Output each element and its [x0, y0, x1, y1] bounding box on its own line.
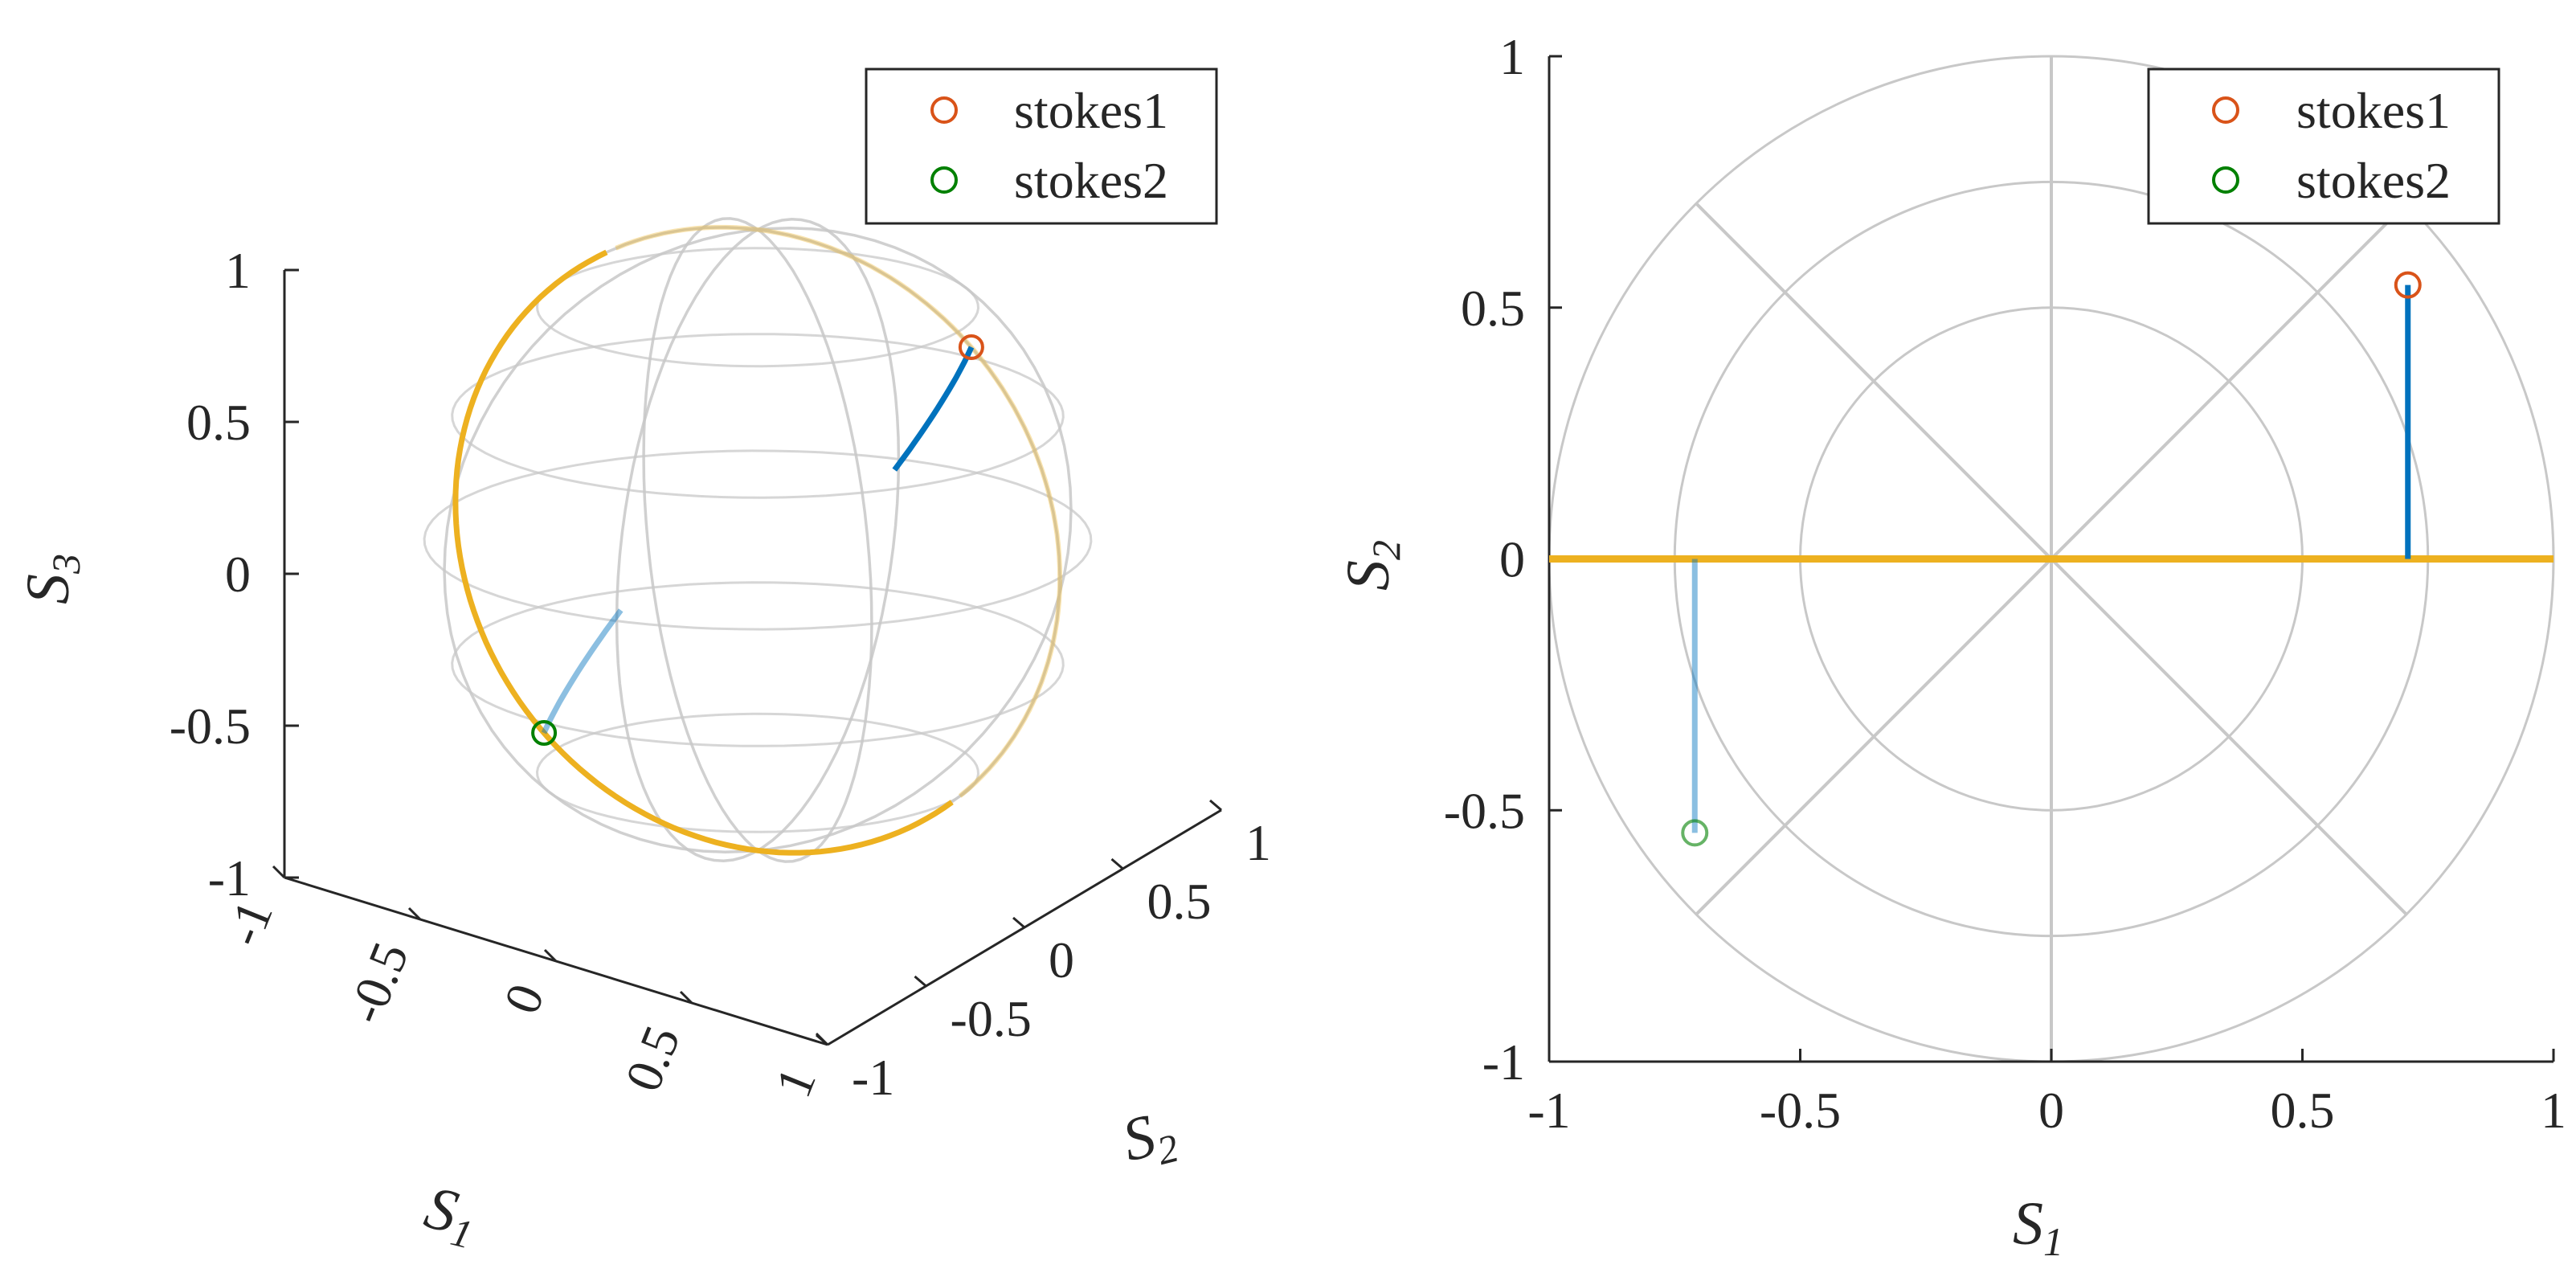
- legend-marker-stokes1: [930, 96, 958, 124]
- marker-stokes1: [958, 334, 984, 360]
- legend-label-stokes1: stokes1: [1014, 82, 1168, 139]
- x-tick: [407, 907, 422, 921]
- great-circle-s2-zero: [452, 224, 1063, 856]
- y-tick-label: 1: [1499, 28, 1525, 85]
- legend-marker-stokes1: [2212, 96, 2239, 124]
- great-circle-front: [452, 249, 954, 856]
- marker-stokes1: [2394, 271, 2422, 299]
- y-tick-label: -1: [852, 1049, 894, 1106]
- z-tick-label: 1: [225, 242, 251, 299]
- x-tick-label: -1: [1527, 1082, 1570, 1139]
- legend-box: [2147, 68, 2500, 225]
- x-tick-label: 1: [2541, 1082, 2566, 1139]
- great-circle-back: [958, 577, 1063, 798]
- marker-stokes2: [531, 720, 558, 746]
- legend-3d: stokes1 stokes2: [865, 68, 1218, 225]
- x-tick-label: 0.5: [614, 1018, 691, 1099]
- y-tick-label: 0: [1499, 531, 1525, 588]
- trajectory-group: [541, 346, 975, 735]
- legend-marker-stokes2: [930, 166, 958, 194]
- trajectory-group: [1691, 284, 2411, 833]
- trajectory-arc: [892, 346, 975, 472]
- z-tick-label: 0: [225, 546, 251, 603]
- x-tick-label: 0: [493, 976, 555, 1021]
- marker-group: [531, 334, 984, 746]
- marker-group: [1681, 271, 2422, 847]
- y-tick-label: 1: [1245, 814, 1271, 871]
- y-tick: [914, 975, 927, 988]
- legend-marker-stokes2: [2212, 166, 2239, 194]
- x-tick-label: 1: [764, 1060, 827, 1105]
- legend-box: [865, 68, 1218, 225]
- x-tick-label: -0.5: [1760, 1082, 1841, 1139]
- legend-label-stokes2: stokes2: [1014, 152, 1168, 209]
- y-tick-label: -0.5: [951, 990, 1032, 1047]
- y-tick: [816, 1033, 828, 1046]
- trajectory-arc: [541, 608, 624, 735]
- y-tick-label: 0.5: [1461, 280, 1525, 337]
- y-tick-label: 0.5: [1147, 873, 1212, 930]
- x-tick-label: 0: [2038, 1082, 2064, 1139]
- meridian-circle: [642, 217, 873, 863]
- poincare-sphere-3d-panel: -1-0.500.51-1-0.5 00.5 1 -1-0.500.51 S3 S1 …: [14, 68, 1271, 1258]
- latitude-circle: [535, 247, 980, 368]
- z-tick-label: -1: [208, 849, 251, 907]
- y-tick: [1110, 857, 1124, 870]
- marker-stokes2: [1681, 819, 1709, 847]
- z-tick-label: -0.5: [170, 698, 251, 755]
- meridian-circle: [454, 226, 1061, 854]
- y-tick-label: -1: [1482, 1033, 1525, 1091]
- x-tick: [679, 990, 693, 1005]
- x-tick: [272, 865, 286, 879]
- y-axis-label: S2: [1116, 1097, 1183, 1181]
- y-tick-label: -0.5: [1444, 782, 1525, 839]
- axes-3d: -1-0.500.51-1-0.5 00.5 1 -1-0.500.51: [170, 242, 1271, 1106]
- y-axis-label: S2: [1335, 540, 1409, 591]
- z-tick-label: 0.5: [186, 394, 251, 451]
- x-axis-label: S1: [417, 1173, 484, 1258]
- x-tick-label: -0.5: [336, 935, 419, 1032]
- latitude-circle: [535, 712, 980, 833]
- meridian-circle: [443, 227, 1073, 853]
- axes-2d: -1 -0.5 0 0.5 1 -1 -0.5 0 0.5 1: [1444, 28, 2566, 1139]
- great-circle-back: [615, 224, 1063, 579]
- x-axis-label: S1: [2013, 1190, 2063, 1264]
- x-tick-label: 0.5: [2271, 1082, 2335, 1139]
- y-tick-label: 0: [1049, 931, 1074, 988]
- y-tick: [1209, 799, 1222, 812]
- latitude-circle: [423, 449, 1093, 631]
- z-axis-label: S3: [14, 554, 88, 604]
- y-tick: [1012, 916, 1025, 929]
- legend-label-stokes1: stokes1: [2296, 82, 2451, 139]
- projection-panel: -1 -0.5 0 0.5 1 -1 -0.5 0 0.5 1 S1 S2 stokes1 sto…: [1335, 28, 2566, 1264]
- legend-2d: stokes1 stokes2: [2147, 68, 2500, 225]
- x-tick: [543, 948, 558, 963]
- legend-label-stokes2: stokes2: [2296, 152, 2451, 209]
